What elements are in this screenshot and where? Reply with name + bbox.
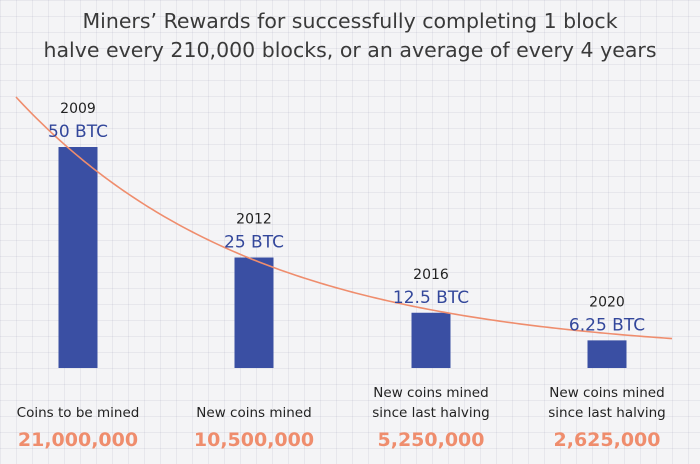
coins-value-label: 21,000,000 xyxy=(18,429,138,451)
coins-value-label: 5,250,000 xyxy=(378,429,485,451)
reward-value-label: 50 BTC xyxy=(48,122,108,142)
trend-line-group xyxy=(15,96,673,340)
bar-2012 xyxy=(234,257,274,368)
description-label: since last halving xyxy=(548,405,665,421)
coins-value-label: 10,500,000 xyxy=(194,429,314,451)
bar-2009 xyxy=(58,147,98,368)
coins-value-label: 2,625,000 xyxy=(554,429,661,451)
year-label: 2020 xyxy=(589,294,625,310)
reward-value-label: 12.5 BTC xyxy=(393,288,469,308)
trend-line xyxy=(15,96,673,340)
description-label: New coins mined xyxy=(196,405,311,421)
chart-title: Miners’ Rewards for successfully complet… xyxy=(43,9,656,62)
chart-title-line: halve every 210,000 blocks, or an averag… xyxy=(43,38,656,62)
description-label: since last halving xyxy=(372,405,489,421)
reward-value-label: 6.25 BTC xyxy=(569,315,645,335)
bottom-labels: Coins to be mined 21,000,000 New coins min… xyxy=(17,385,666,451)
description-label: New coins mined xyxy=(373,385,488,401)
bar-2020 xyxy=(587,340,627,368)
year-label: 2009 xyxy=(60,101,96,117)
reward-value-label: 25 BTC xyxy=(224,233,284,253)
chart-title-line: Miners’ Rewards for successfully complet… xyxy=(82,9,617,33)
description-label: Coins to be mined xyxy=(17,405,140,421)
description-label: New coins mined xyxy=(549,385,664,401)
year-label: 2016 xyxy=(413,267,449,283)
year-label: 2012 xyxy=(236,212,272,228)
bar-labels: 2009 50 BTC 2012 25 BTC 2016 12.5 BTC 2020 6.25… xyxy=(48,101,645,335)
bars xyxy=(58,147,627,368)
bar-2016 xyxy=(411,312,451,368)
